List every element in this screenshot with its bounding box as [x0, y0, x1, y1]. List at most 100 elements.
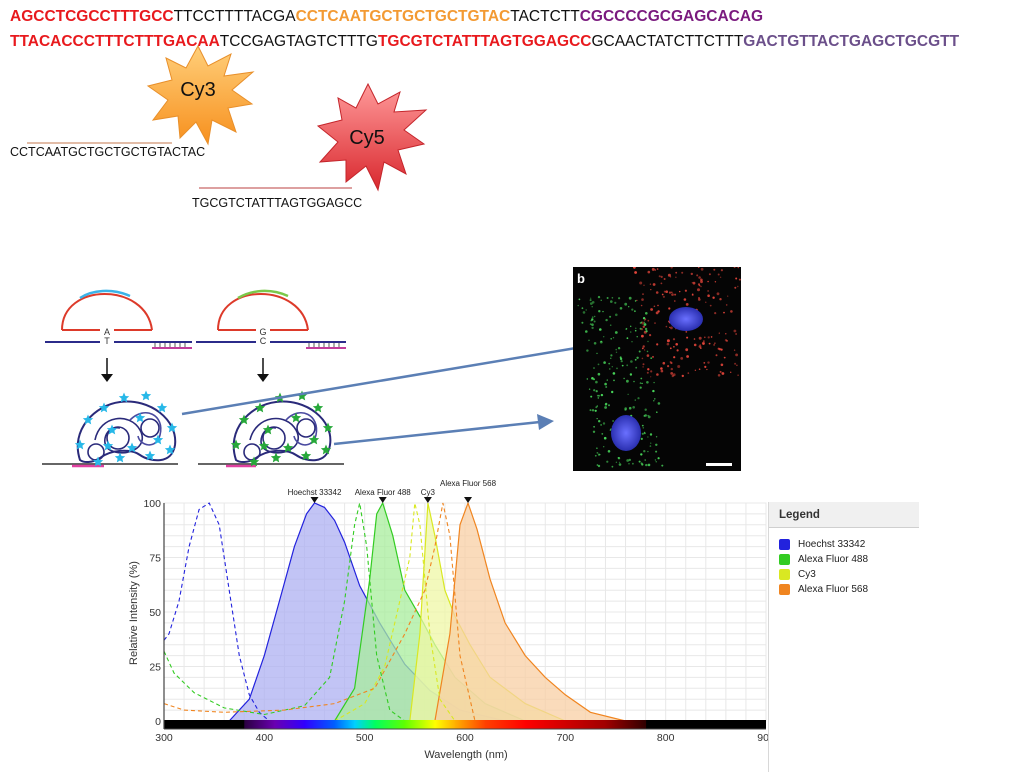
green-signal-dot	[656, 411, 658, 413]
green-signal-dot	[591, 316, 594, 319]
spectrum-bar-segment	[304, 720, 336, 729]
arrow-to-red-cell	[181, 336, 614, 416]
red-signal-dot	[697, 267, 700, 269]
red-signal-dot	[703, 340, 705, 342]
green-signal-dot	[626, 459, 630, 462]
fluor-star	[296, 390, 308, 401]
green-signal-dot	[644, 459, 646, 461]
scale-bar	[706, 463, 732, 466]
green-signal-dot	[643, 321, 646, 323]
cy3-label: Cy3	[180, 79, 216, 101]
probe1-text: CCTCAATGCTGCTGCTGTACTAC	[10, 145, 205, 159]
green-signal-dot	[646, 381, 649, 384]
green-signal-dot	[612, 420, 614, 422]
green-signal-dot	[592, 430, 596, 433]
green-signal-dot	[611, 366, 613, 368]
green-signal-dot	[590, 297, 592, 299]
green-signal-dot	[636, 336, 638, 338]
red-signal-dot	[718, 332, 720, 334]
spectrum-bar-segment	[354, 720, 376, 729]
red-signal-dot	[735, 277, 738, 280]
svg-text:G: G	[259, 327, 266, 337]
green-signal-dot	[597, 295, 601, 299]
green-signal-dot	[628, 296, 632, 300]
red-signal-dot	[634, 271, 637, 274]
sequence-line-2: TTACACCCTTTCTTTGACAATCCGAGTAGTCTTTGTGCGT…	[10, 33, 959, 51]
nucleus-upper	[669, 307, 703, 331]
red-signal-dot	[701, 341, 705, 345]
green-signal-dot	[581, 307, 584, 310]
chart-fills	[227, 501, 626, 722]
red-signal-dot	[643, 284, 645, 286]
red-signal-dot	[690, 272, 693, 276]
red-signal-dot	[642, 366, 644, 368]
sequence-segment: GCAACTATCTTCTTT	[591, 33, 744, 50]
green-signal-dot	[618, 461, 621, 463]
green-signal-dot	[642, 317, 646, 320]
red-signal-dot	[735, 353, 738, 357]
green-signal-dot	[632, 406, 635, 409]
green-signal-dot	[655, 443, 658, 446]
green-signal-dot	[640, 321, 643, 323]
legend-swatch	[779, 568, 790, 580]
green-signal-dot	[618, 297, 621, 300]
green-signal-dot	[638, 460, 641, 463]
red-signal-dot	[708, 273, 711, 276]
red-signal-dot	[736, 364, 738, 367]
green-signal-dot	[640, 462, 643, 465]
red-signal-dot	[650, 376, 652, 378]
red-signal-dot	[679, 290, 681, 293]
green-signal-dot	[635, 366, 638, 369]
green-signal-dot	[650, 442, 652, 444]
x-tick-label: 300	[155, 732, 173, 744]
red-signal-dot	[642, 293, 644, 295]
green-signal-dot	[590, 320, 592, 322]
red-signal-dot	[737, 374, 739, 376]
fluor-star	[92, 456, 104, 467]
fluor-star	[238, 414, 250, 425]
green-fluor-stars	[230, 390, 334, 467]
red-signal-dot	[657, 310, 660, 313]
red-signal-dot	[733, 349, 736, 351]
red-signal-dot	[686, 336, 689, 339]
green-signal-dot	[642, 427, 645, 429]
green-signal-dot	[643, 323, 647, 326]
green-signal-dot	[595, 380, 598, 384]
green-signal-dot	[603, 361, 606, 364]
green-signal-dot	[596, 447, 598, 449]
fluor-star	[312, 402, 324, 413]
sequence-segment: GACTGTTACTGAGCTGCGTT	[743, 33, 960, 50]
red-signal-dot	[683, 298, 687, 301]
green-signal-dot	[598, 420, 601, 423]
red-signal-dot	[717, 374, 721, 377]
red-signal-dot	[655, 291, 659, 294]
red-signal-dot	[642, 325, 645, 328]
red-signal-dot	[715, 354, 718, 357]
red-signal-dot	[723, 311, 725, 314]
green-signal-dot	[609, 324, 612, 326]
green-signal-dot	[599, 340, 603, 344]
green-signal-dot	[643, 432, 646, 435]
red-signal-dot	[660, 275, 663, 278]
green-signal-dot	[617, 347, 621, 350]
green-signal-dot	[652, 389, 655, 393]
red-signal-dot	[698, 345, 702, 348]
green-signal-dot	[626, 379, 629, 383]
arrow-to-green-cell	[333, 414, 554, 446]
green-signal-dot	[645, 330, 648, 333]
red-signal-dot	[685, 331, 688, 333]
red-signal-dot	[662, 295, 665, 298]
red-signal-dot	[661, 293, 664, 296]
red-signal-dot	[662, 361, 666, 365]
green-signal-dot	[647, 415, 651, 419]
red-signal-dot	[673, 356, 676, 359]
y-tick-label: 50	[149, 607, 161, 619]
legend-label: Cy3	[798, 569, 816, 580]
x-tick-label: 800	[657, 732, 675, 744]
red-signal-dot	[718, 348, 722, 351]
spectrum-bar-segment	[374, 720, 406, 729]
red-signal-dot	[674, 300, 676, 302]
chart-legend: Legend Hoechst 33342 Alexa Fluor 488 Cy3 Al…	[768, 502, 919, 772]
red-signal-dot	[681, 374, 684, 378]
green-signal-dot	[603, 436, 607, 440]
